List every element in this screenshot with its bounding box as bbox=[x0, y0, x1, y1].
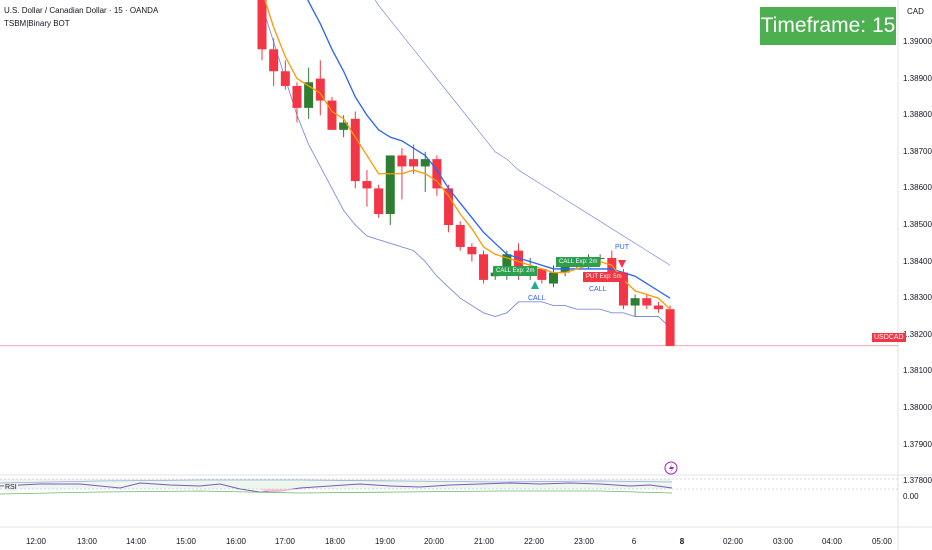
time-tick: 13:00 bbox=[76, 537, 98, 546]
candle-body bbox=[630, 298, 640, 306]
lightning-bolt bbox=[669, 464, 674, 473]
ma-layer bbox=[264, 0, 671, 310]
band-layer bbox=[261, 0, 671, 328]
candle-body bbox=[327, 100, 337, 130]
call-signal-box-2: CALL Exp: 2m bbox=[556, 257, 601, 267]
time-tick: 6 bbox=[631, 537, 637, 546]
candle-body bbox=[444, 188, 454, 225]
put-signal-box: PUT Exp: 5m bbox=[583, 272, 625, 282]
candle-layer bbox=[257, 0, 675, 346]
time-tick: 19:00 bbox=[374, 537, 396, 546]
rsi-band-upper bbox=[0, 479, 673, 484]
time-tick: 03:00 bbox=[772, 537, 794, 546]
candle-body bbox=[304, 82, 314, 108]
time-tick: 12:00 bbox=[25, 537, 47, 546]
price-tick: 1.38800 bbox=[903, 110, 932, 120]
time-tick: 22:00 bbox=[523, 537, 545, 546]
candle-body bbox=[280, 71, 290, 86]
candle-body bbox=[618, 272, 628, 306]
candle-body bbox=[292, 85, 302, 108]
call-signal-text-1: CALL bbox=[528, 295, 546, 302]
price-tick: 1.39000 bbox=[903, 37, 932, 46]
candle-body bbox=[665, 309, 675, 346]
rsi-label[interactable]: RSI bbox=[4, 484, 18, 491]
price-tick: 1.38500 bbox=[903, 220, 932, 229]
indicator-name[interactable]: TSBM|Binary BOT bbox=[4, 19, 70, 28]
time-tick: 8 bbox=[679, 537, 685, 546]
time-tick: 23:00 bbox=[573, 537, 595, 546]
candle-body bbox=[467, 246, 477, 255]
time-tick: 18:00 bbox=[324, 537, 346, 546]
time-tick: 20:00 bbox=[423, 537, 445, 546]
candle-body bbox=[537, 268, 547, 280]
put-arrow-marker bbox=[618, 260, 626, 268]
candle-body bbox=[502, 254, 512, 273]
price-tick: 1.37900 bbox=[903, 439, 932, 449]
call-signal-box-1: CALL Exp: 2m bbox=[493, 266, 538, 276]
candle-body bbox=[362, 181, 372, 189]
candle-body bbox=[397, 155, 407, 167]
rsi-band-fill bbox=[0, 479, 672, 489]
price-tick: 1.38700 bbox=[903, 146, 932, 156]
band-upper-line bbox=[374, 0, 671, 266]
candle-body bbox=[455, 225, 465, 247]
ema-fast-line bbox=[264, 0, 671, 310]
rsi-line bbox=[0, 482, 673, 493]
rsi-tick: 0.00 bbox=[903, 492, 919, 501]
put-signal-text: PUT bbox=[615, 244, 629, 251]
candle-body bbox=[409, 159, 419, 167]
time-tick: 16:00 bbox=[225, 537, 247, 546]
time-tick: 17:00 bbox=[274, 537, 296, 546]
candle-body bbox=[350, 118, 360, 182]
call-arrow-marker bbox=[531, 281, 539, 289]
time-tick: 21:00 bbox=[473, 537, 495, 546]
price-tick: 1.38600 bbox=[903, 183, 932, 193]
time-tick: 04:00 bbox=[821, 537, 843, 546]
price-tick: 1.38400 bbox=[903, 256, 932, 266]
candle-body bbox=[432, 159, 442, 189]
price-tick: 1.38000 bbox=[903, 403, 932, 412]
candle-body bbox=[420, 159, 430, 167]
timeframe-label: Timeframe: 15 bbox=[760, 7, 896, 45]
candle-body bbox=[653, 305, 663, 310]
time-tick: 05:00 bbox=[871, 537, 893, 546]
time-tick: 02:00 bbox=[722, 537, 744, 546]
candle-body bbox=[374, 188, 384, 215]
candle-body bbox=[479, 254, 489, 280]
candle-body bbox=[257, 0, 267, 50]
currency-label: CAD bbox=[907, 7, 924, 16]
price-tick: 1.38200 bbox=[903, 329, 932, 339]
rsi-band-lower bbox=[0, 490, 673, 495]
price-tick: 1.38300 bbox=[903, 293, 932, 303]
ema-slow-line bbox=[307, 0, 671, 299]
candle-body bbox=[549, 272, 558, 284]
candle-body bbox=[315, 78, 325, 101]
candle-body bbox=[385, 155, 395, 215]
rsi-oversold-fill bbox=[258, 489, 300, 492]
candle-body bbox=[269, 49, 279, 72]
price-tick: 1.38900 bbox=[903, 73, 932, 83]
call-signal-text-2: CALL bbox=[589, 286, 607, 293]
candle-body bbox=[642, 298, 652, 306]
price-tick: 1.38100 bbox=[903, 366, 932, 376]
price-tick: 1.37800 bbox=[903, 476, 932, 486]
chart-title: U.S. Dollar / Canadian Dollar · 15 · OAN… bbox=[4, 6, 159, 15]
time-tick: 15:00 bbox=[175, 537, 197, 546]
candle-body bbox=[339, 122, 349, 130]
band-lower-line bbox=[261, 5, 671, 328]
symbol-price-label: USDCAD bbox=[872, 333, 906, 342]
time-tick: 14:00 bbox=[125, 537, 147, 546]
